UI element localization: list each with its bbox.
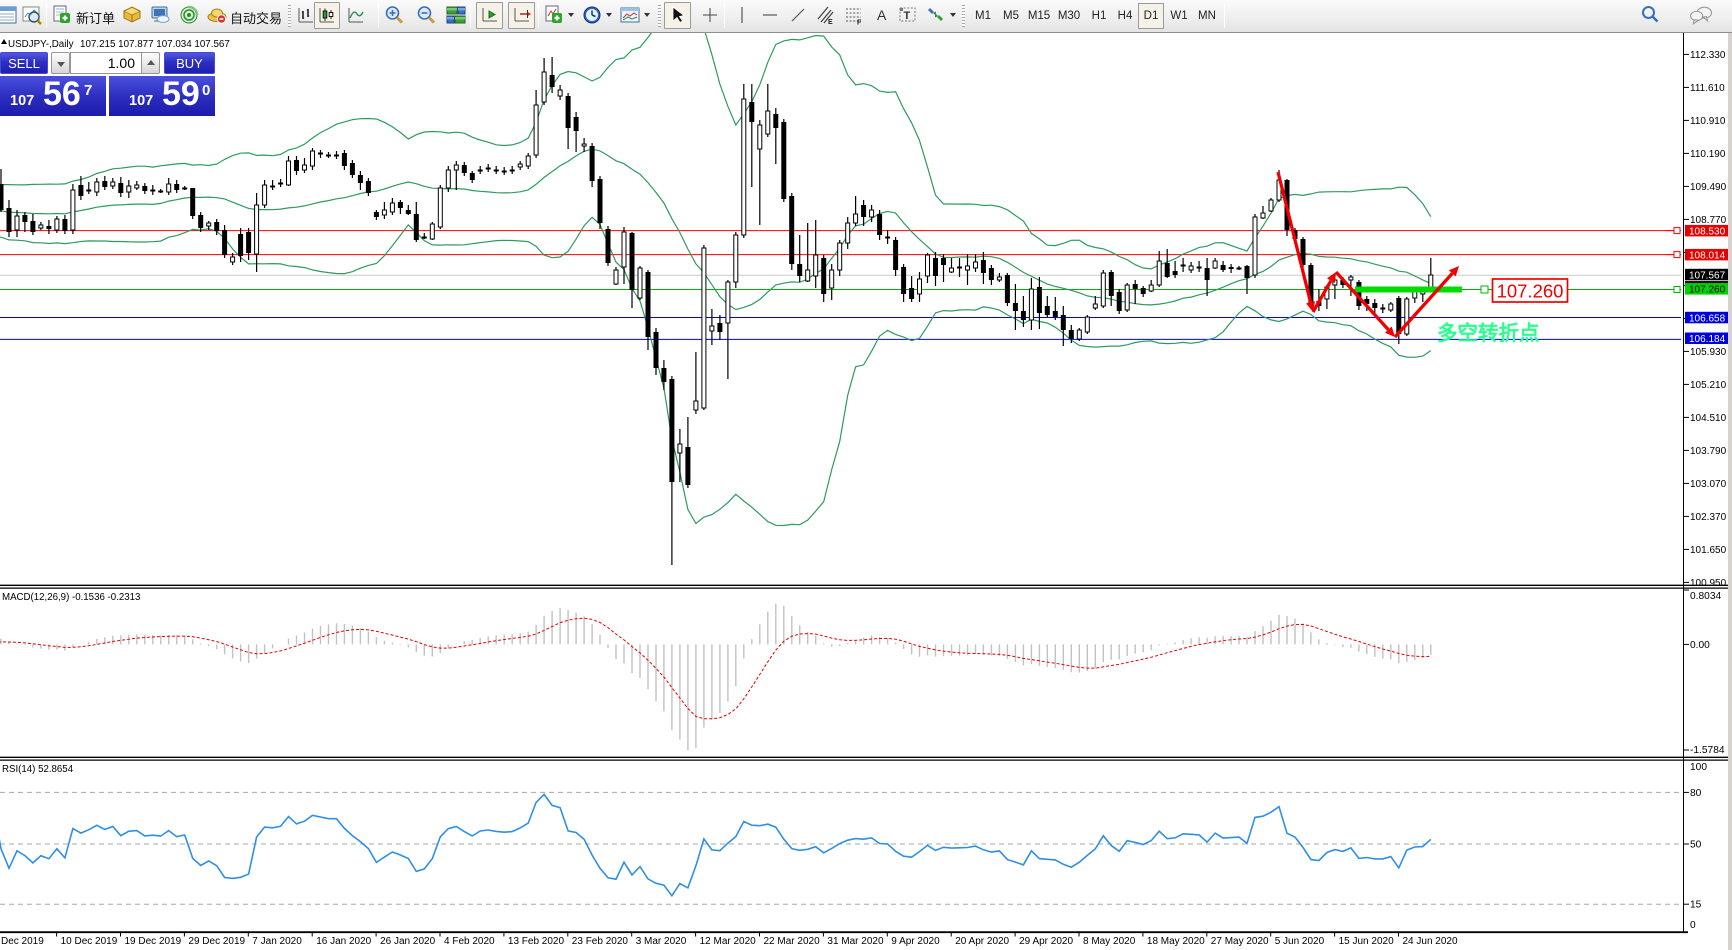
svg-text:5 Jun 2020: 5 Jun 2020 xyxy=(1275,936,1325,947)
svg-text:-1.5784: -1.5784 xyxy=(1690,745,1725,756)
svg-text:10 Dec 2019: 10 Dec 2019 xyxy=(61,936,118,947)
svg-text:108.014: 108.014 xyxy=(1689,250,1726,261)
svg-text:100: 100 xyxy=(1690,762,1707,773)
svg-text:104.510: 104.510 xyxy=(1690,413,1727,424)
svg-text:MACD(12,26,9) -0.1536 -0.2313: MACD(12,26,9) -0.1536 -0.2313 xyxy=(2,592,140,603)
svg-text:8 May 2020: 8 May 2020 xyxy=(1083,936,1136,947)
svg-text:0: 0 xyxy=(1690,920,1696,931)
svg-text:105.930: 105.930 xyxy=(1690,347,1727,358)
svg-text:107.260: 107.260 xyxy=(1497,281,1564,302)
svg-text:110.190: 110.190 xyxy=(1690,149,1726,160)
svg-text:15: 15 xyxy=(1690,900,1702,911)
svg-text:107.260: 107.260 xyxy=(1689,285,1726,296)
svg-text:9 Apr 2020: 9 Apr 2020 xyxy=(891,936,940,947)
svg-text:13 Feb 2020: 13 Feb 2020 xyxy=(508,936,565,947)
svg-text:103.070: 103.070 xyxy=(1690,479,1727,490)
svg-text:18 May 2020: 18 May 2020 xyxy=(1147,936,1205,947)
svg-text:27 May 2020: 27 May 2020 xyxy=(1211,936,1269,947)
svg-text:106.658: 106.658 xyxy=(1689,313,1726,324)
svg-text:101.650: 101.650 xyxy=(1690,545,1727,556)
svg-text:16 Jan 2020: 16 Jan 2020 xyxy=(316,936,371,947)
svg-text:110.910: 110.910 xyxy=(1690,116,1726,127)
svg-text:0.00: 0.00 xyxy=(1690,640,1710,651)
svg-text:4 Feb 2020: 4 Feb 2020 xyxy=(444,936,495,947)
svg-text:80: 80 xyxy=(1690,788,1702,799)
svg-text:50: 50 xyxy=(1690,840,1702,851)
svg-text:E: E xyxy=(828,19,833,25)
svg-text:106.184: 106.184 xyxy=(1689,334,1726,345)
svg-text:108.770: 108.770 xyxy=(1690,215,1727,226)
svg-text:112.330: 112.330 xyxy=(1690,50,1726,61)
svg-text:26 Jan 2020: 26 Jan 2020 xyxy=(380,936,435,947)
svg-text:102.370: 102.370 xyxy=(1690,512,1727,523)
svg-text:A: A xyxy=(877,7,887,23)
svg-text:111.610: 111.610 xyxy=(1690,83,1725,94)
svg-text:31 Mar 2020: 31 Mar 2020 xyxy=(827,936,884,947)
svg-text:多空转折点: 多空转折点 xyxy=(1437,321,1540,345)
svg-text:23 Feb 2020: 23 Feb 2020 xyxy=(572,936,629,947)
svg-text:7 Jan 2020: 7 Jan 2020 xyxy=(252,936,302,947)
svg-text:29 Apr 2020: 29 Apr 2020 xyxy=(1019,936,1073,947)
svg-text:0.8034: 0.8034 xyxy=(1690,591,1721,602)
svg-text:12 Mar 2020: 12 Mar 2020 xyxy=(700,936,757,947)
svg-text:Dec 2019: Dec 2019 xyxy=(1,936,44,947)
svg-text:22 Mar 2020: 22 Mar 2020 xyxy=(764,936,821,947)
svg-text:108.530: 108.530 xyxy=(1689,226,1726,237)
svg-text:103.790: 103.790 xyxy=(1690,446,1727,457)
svg-text:19 Dec 2019: 19 Dec 2019 xyxy=(125,936,182,947)
svg-text:15 Jun 2020: 15 Jun 2020 xyxy=(1339,936,1394,947)
svg-text:109.490: 109.490 xyxy=(1690,182,1727,193)
svg-text:T: T xyxy=(904,10,911,22)
svg-text:100.950: 100.950 xyxy=(1690,578,1727,589)
svg-text:RSI(14) 52.8654: RSI(14) 52.8654 xyxy=(2,764,74,775)
svg-text:105.210: 105.210 xyxy=(1690,380,1727,391)
svg-text:20 Apr 2020: 20 Apr 2020 xyxy=(955,936,1009,947)
svg-text:107.567: 107.567 xyxy=(1689,270,1726,281)
svg-text:24 Jun 2020: 24 Jun 2020 xyxy=(1403,936,1458,947)
svg-text:3 Mar 2020: 3 Mar 2020 xyxy=(636,936,687,947)
svg-text:F: F xyxy=(857,20,862,26)
svg-text:29 Dec 2019: 29 Dec 2019 xyxy=(188,936,245,947)
